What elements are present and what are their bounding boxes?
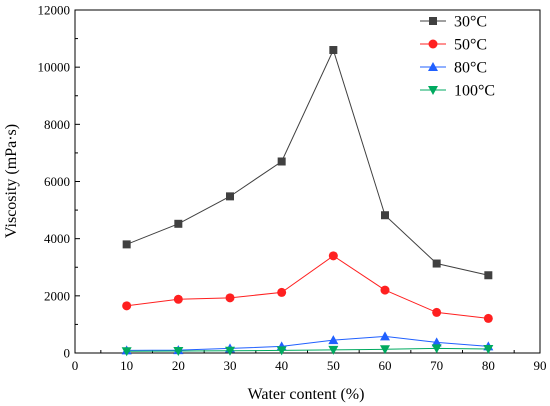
x-tick-label: 60 <box>379 358 392 373</box>
series-group <box>121 344 494 357</box>
data-point <box>431 337 442 347</box>
series-layer <box>121 46 494 357</box>
x-tick-label: 90 <box>534 358 547 373</box>
data-point <box>277 157 286 166</box>
legend-entry: 50°C <box>420 37 487 54</box>
legend-marker <box>428 39 438 49</box>
series-line <box>126 255 489 319</box>
y-tick-label: 10000 <box>38 60 71 75</box>
x-tick-label: 50 <box>327 358 340 373</box>
data-point <box>225 293 235 303</box>
x-tick-label: 70 <box>430 358 443 373</box>
data-point <box>173 346 184 356</box>
data-point <box>226 192 234 201</box>
series-group <box>122 251 493 323</box>
x-tick-label: 20 <box>172 358 185 373</box>
x-tick-label: 80 <box>482 358 495 373</box>
data-point <box>329 46 338 55</box>
x-tick-label: 40 <box>275 358 288 373</box>
series-line <box>126 48 489 276</box>
series-group <box>122 46 493 280</box>
y-tick-label: 4000 <box>44 231 70 246</box>
x-axis-label: Water content (%) <box>248 386 365 403</box>
legend-label: 50°C <box>454 37 487 54</box>
data-point <box>431 344 442 354</box>
legend-marker <box>428 62 438 71</box>
y-tick-label: 6000 <box>44 174 70 189</box>
series-line <box>126 335 489 351</box>
data-point <box>484 271 493 280</box>
x-tick-label: 0 <box>72 358 79 373</box>
legend-label: 80°C <box>454 60 487 77</box>
data-point <box>328 251 338 261</box>
data-point <box>380 285 390 295</box>
y-tick-label: 12000 <box>38 3 71 18</box>
y-axis-label: Viscosity (mPa·s) <box>3 124 20 238</box>
legend-marker <box>429 17 437 25</box>
x-tick-label: 10 <box>120 358 133 373</box>
legend-entry: 100°C <box>420 83 495 100</box>
x-axis: 0 10 20 30 40 50 60 70 80 90 <box>72 348 547 373</box>
series-line <box>126 347 489 352</box>
data-point <box>225 346 235 356</box>
data-point <box>174 219 183 228</box>
data-point <box>483 313 493 323</box>
data-point <box>122 301 132 311</box>
data-point <box>432 259 441 268</box>
legend-label: 30°C <box>454 14 487 31</box>
y-tick-label: 0 <box>64 346 71 361</box>
data-point <box>328 335 339 345</box>
data-point <box>276 346 287 356</box>
legend: 30°C 50°C 80°C 100°C <box>420 14 495 100</box>
data-point <box>381 211 389 220</box>
legend-marker <box>428 86 438 95</box>
legend-label: 100°C <box>454 83 495 100</box>
data-point <box>173 294 183 304</box>
y-tick-label: 2000 <box>44 288 70 303</box>
x-tick-label: 30 <box>224 358 237 373</box>
data-point <box>432 307 442 317</box>
y-tick-label: 8000 <box>44 117 70 132</box>
data-point <box>121 347 132 357</box>
data-point <box>122 240 131 249</box>
data-point <box>380 331 390 341</box>
data-point <box>380 345 390 355</box>
data-point <box>328 345 339 355</box>
legend-entry: 80°C <box>420 60 487 77</box>
data-point <box>277 287 287 297</box>
y-axis: 0 2000 4000 6000 8000 10000 12000 <box>38 3 80 361</box>
legend-entry: 30°C <box>420 14 487 31</box>
data-point <box>483 344 494 354</box>
